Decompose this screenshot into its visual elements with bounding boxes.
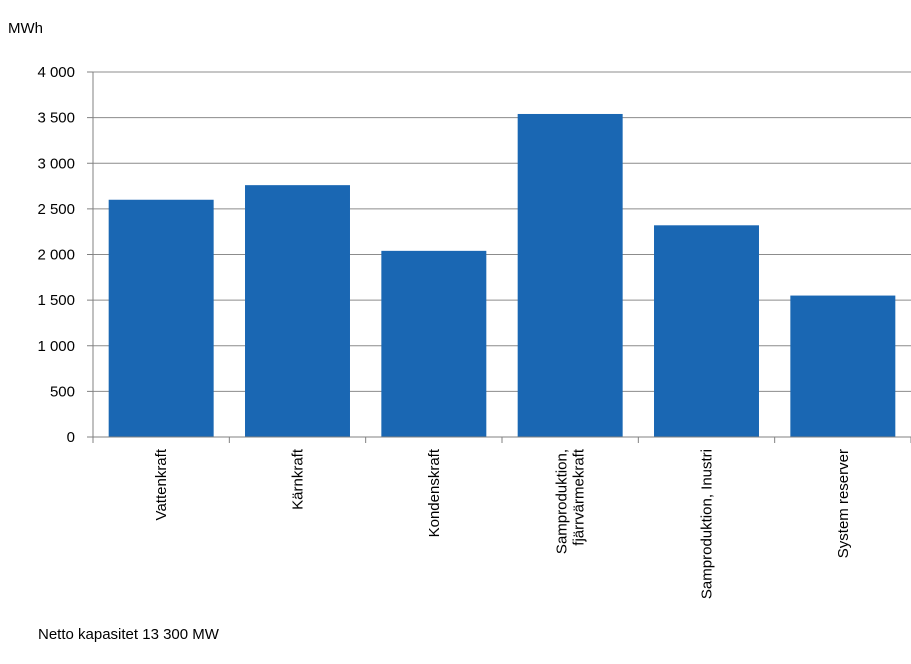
bar — [517, 113, 623, 437]
bar — [654, 225, 759, 437]
x-tick-label-line: System reserver — [835, 449, 852, 558]
y-tick-labels: 0 500 1 000 1 500 2 000 2 500 3 000 3 500 4 000 — [37, 64, 75, 446]
footnote: Netto kapasitet 13 300 MW — [38, 626, 219, 643]
y-axis-unit-label: MWh — [8, 20, 43, 37]
bars — [108, 113, 896, 437]
bar — [790, 295, 896, 437]
bar — [108, 199, 214, 437]
x-tick-label-line: fjärrvärmekraft — [571, 448, 588, 546]
x-tick-label: Kondenskraft — [426, 448, 443, 537]
x-tick-label: Vattenkraft — [153, 448, 170, 520]
bar — [245, 185, 350, 437]
y-tick-label: 3 000 — [37, 155, 75, 172]
y-tick-label: 500 — [50, 383, 75, 400]
y-tick-label: 1 000 — [37, 338, 75, 355]
x-tick-label-line: Samproduktion, — [554, 449, 571, 554]
bar — [381, 250, 487, 437]
y-tick-label: 0 — [67, 429, 75, 446]
x-tick-label: Samproduktion, Inustri — [699, 449, 716, 599]
x-tick-label-line: Samproduktion, Inustri — [699, 449, 716, 599]
axes — [87, 71, 911, 443]
x-tick-label-line: Kärnkraft — [290, 448, 307, 510]
x-tick-label: System reserver — [835, 449, 852, 558]
x-tick-label-line: Kondenskraft — [426, 448, 443, 537]
y-tick-label: 2 000 — [37, 247, 75, 264]
x-tick-label: Kärnkraft — [290, 448, 307, 510]
y-tick-label: 2 500 — [37, 201, 75, 218]
y-tick-label: 4 000 — [37, 64, 75, 81]
gridlines — [93, 71, 911, 392]
x-tick-label-line: Vattenkraft — [153, 448, 170, 520]
x-tick-label: Samproduktion,fjärrvärmekraft — [554, 448, 588, 554]
y-tick-label: 3 500 — [37, 110, 75, 127]
y-tick-label: 1 500 — [37, 292, 75, 309]
x-tick-labels: Vattenkraft Kärnkraft Kondenskraft Samprodu… — [153, 448, 852, 599]
